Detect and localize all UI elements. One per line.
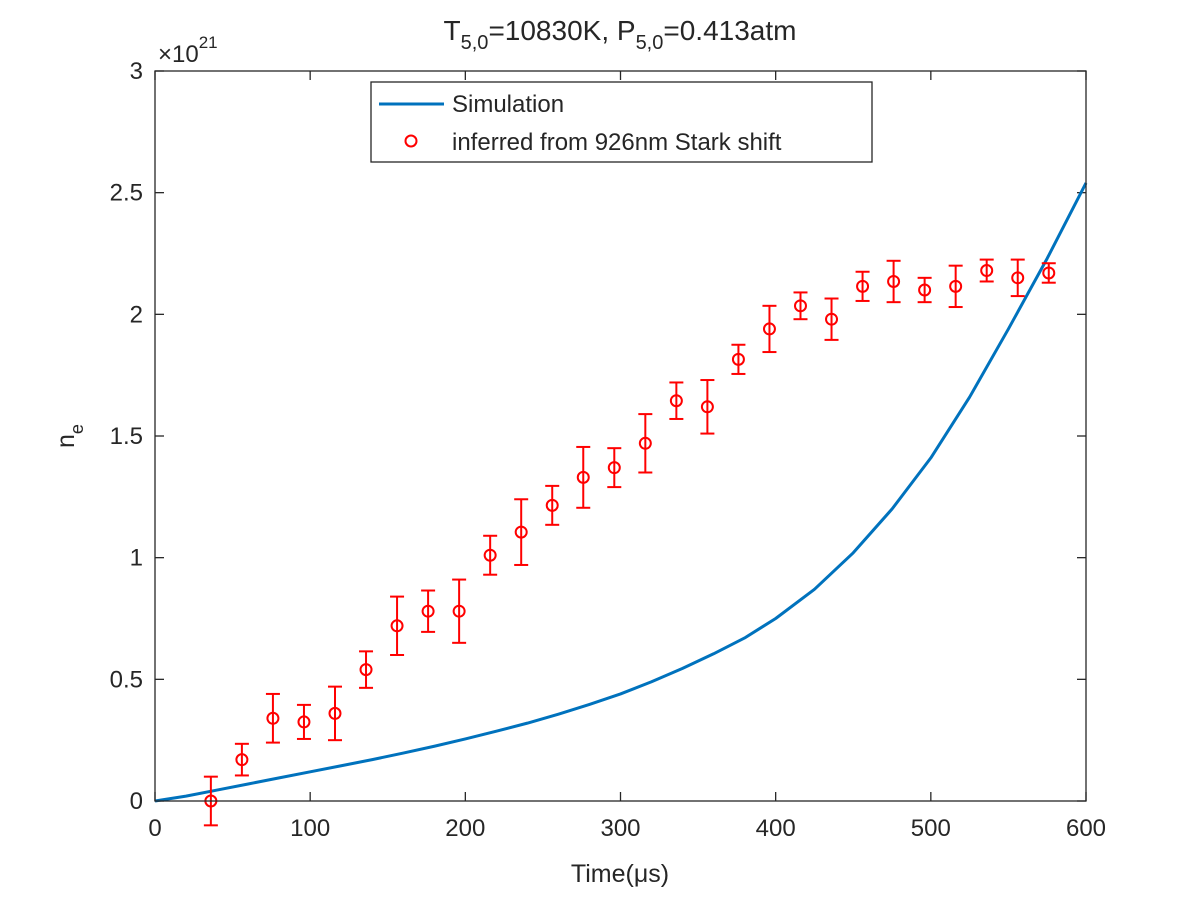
axes-box xyxy=(154,70,1087,802)
y-tick-label-5: 2.5 xyxy=(110,180,143,207)
y-tick-label-1: 0.5 xyxy=(110,666,143,693)
data-point-23 xyxy=(918,283,932,297)
legend: Simulation inferred from 926nm Stark shi… xyxy=(370,81,873,163)
data-point-7 xyxy=(421,604,435,618)
x-tick-label-0: 0 xyxy=(148,815,161,842)
data-point-10 xyxy=(514,525,528,539)
data-point-4 xyxy=(328,706,342,720)
data-point-16 xyxy=(700,400,714,414)
data-point-25 xyxy=(980,264,994,278)
data-point-14 xyxy=(638,436,652,450)
data-point-5 xyxy=(359,663,373,677)
data-point-2 xyxy=(266,711,280,725)
chart-title: T5,0=10830K, P5,0=0.413atm xyxy=(444,15,797,54)
legend-box xyxy=(370,81,873,163)
y-exponent-superscript: 21 xyxy=(199,33,218,52)
x-tick-label-4: 400 xyxy=(756,815,796,842)
data-point-21 xyxy=(856,279,870,293)
data-point-15 xyxy=(669,394,683,408)
x-axis-label: Time(μs) xyxy=(571,860,669,888)
data-point-20 xyxy=(825,312,839,326)
data-point-3 xyxy=(297,715,311,729)
data-point-19 xyxy=(793,299,807,313)
data-point-9 xyxy=(483,548,497,562)
data-point-6 xyxy=(390,619,404,633)
y-tick-label-4: 2 xyxy=(130,301,143,328)
x-tick-label-2: 200 xyxy=(445,815,485,842)
title-subscript-1: 5,0 xyxy=(461,32,489,54)
data-point-12 xyxy=(576,470,590,484)
x-tick-label-1: 100 xyxy=(290,815,330,842)
data-point-27 xyxy=(1042,266,1056,280)
y-tick-label-6: 3 xyxy=(130,58,143,85)
legend-inferred-marker-sample xyxy=(404,134,418,148)
y-tick-label-0: 0 xyxy=(130,788,143,815)
data-point-22 xyxy=(887,274,901,288)
plot-area xyxy=(155,71,1086,801)
data-point-13 xyxy=(607,461,621,475)
x-tick-label-6: 600 xyxy=(1066,815,1106,842)
x-tick-labels: 0 100 200 300 400 500 600 xyxy=(148,815,1106,842)
simulation-line xyxy=(154,182,1088,803)
y-exponent-label: ×1021 xyxy=(158,33,218,68)
series-group xyxy=(154,182,1088,827)
data-point-18 xyxy=(762,322,776,336)
x-tick-label-5: 500 xyxy=(911,815,951,842)
legend-simulation-label: Simulation xyxy=(452,91,564,118)
x-tick-label-3: 300 xyxy=(600,815,640,842)
data-point-8 xyxy=(452,604,466,618)
data-point-11 xyxy=(545,498,559,512)
y-axis-label: ne xyxy=(52,424,87,448)
y-axis-label-subscript: e xyxy=(67,424,87,434)
data-point-26 xyxy=(1011,271,1025,285)
data-point-24 xyxy=(949,279,963,293)
legend-inferred-label: inferred from 926nm Stark shift xyxy=(452,129,782,156)
y-tick-label-2: 1 xyxy=(130,545,143,572)
data-point-17 xyxy=(731,352,745,366)
data-point-1 xyxy=(235,753,249,767)
title-subscript-2: 5,0 xyxy=(636,32,664,54)
y-tick-labels: 0 0.5 1 1.5 2 2.5 3 xyxy=(110,58,143,815)
y-tick-label-3: 1.5 xyxy=(110,423,143,450)
